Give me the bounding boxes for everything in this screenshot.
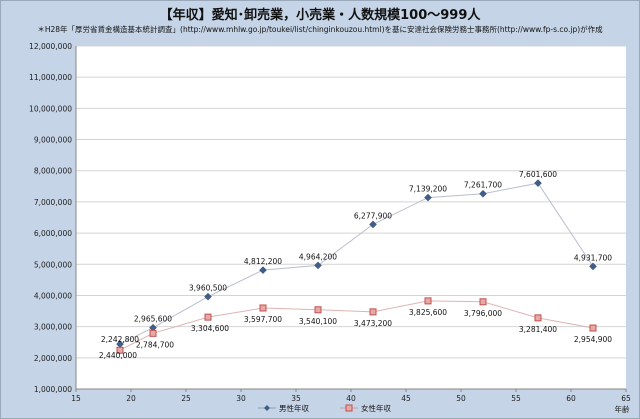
y-tick-label: 11,000,000 <box>29 73 72 82</box>
data-label: 3,825,600 <box>409 308 447 317</box>
data-point <box>534 314 542 322</box>
data-label: 6,277,900 <box>354 211 392 220</box>
y-tick-label: 2,000,000 <box>34 354 72 363</box>
data-point <box>369 308 377 316</box>
data-point <box>479 189 487 198</box>
legend: 男性年収 女性年収 <box>258 403 391 413</box>
data-point <box>204 292 212 301</box>
data-point <box>259 304 267 312</box>
data-point <box>314 306 322 314</box>
data-label: 4,931,700 <box>574 253 612 262</box>
x-tick-label: 55 <box>511 394 521 403</box>
data-label: 3,304,600 <box>191 324 229 333</box>
data-point <box>314 261 322 270</box>
y-tick-label: 7,000,000 <box>34 198 72 207</box>
y-tick-label: 10,000,000 <box>29 104 72 113</box>
x-tick-label: 30 <box>236 394 246 403</box>
x-tick-label: 45 <box>401 394 411 403</box>
x-tick-label: 65 <box>621 394 631 403</box>
y-tick-label: 9,000,000 <box>34 136 72 145</box>
data-point <box>589 324 597 332</box>
data-label: 2,440,000 <box>99 351 137 360</box>
data-label: 7,601,600 <box>519 170 557 179</box>
y-tick-label: 6,000,000 <box>34 229 72 238</box>
y-tick-label: 8,000,000 <box>34 167 72 176</box>
data-label: 2,242,800 <box>101 335 139 344</box>
data-point <box>424 193 432 202</box>
data-point <box>259 266 267 274</box>
x-tick-label: 20 <box>126 394 136 403</box>
data-point <box>479 298 487 306</box>
data-labels: 2,440,000 2,965,600 3,960,500 4,812,200 4,96… <box>99 170 612 360</box>
y-tick-label: 5,000,000 <box>34 260 72 269</box>
data-label: 4,812,200 <box>244 257 282 266</box>
x-axis-title: 年齢 <box>615 404 630 414</box>
data-label: 3,473,200 <box>354 319 392 328</box>
x-tick-label: 60 <box>566 394 576 403</box>
data-point <box>149 329 157 337</box>
legend-marker <box>345 404 353 412</box>
x-tick-label: 35 <box>291 394 301 403</box>
data-point <box>589 262 597 271</box>
plot-area <box>76 46 626 389</box>
y-tick-label: 3,000,000 <box>34 323 72 332</box>
legend-label: 女性年収 <box>361 403 391 413</box>
chart-subtitle: ＊H28年「厚労省賃金構造基本統計調査」(http://www.mhlw.go.… <box>37 25 603 34</box>
data-label: 3,540,100 <box>299 317 337 326</box>
data-label: 2,954,900 <box>574 335 612 344</box>
data-point <box>424 297 432 305</box>
series-line-female <box>119 300 594 351</box>
data-label: 3,281,400 <box>519 325 557 334</box>
axes: 1,000,000 2,000,000 3,000,000 4,000,000 5,00… <box>29 42 631 403</box>
series-layer <box>116 179 597 354</box>
series-line-male <box>119 182 594 345</box>
data-label: 7,261,700 <box>464 181 502 190</box>
data-label: 3,960,500 <box>189 284 227 293</box>
data-label: 4,964,200 <box>299 252 337 261</box>
data-label: 7,139,200 <box>409 185 447 194</box>
legend-marker <box>264 405 270 411</box>
data-point <box>369 220 377 229</box>
data-point <box>534 179 542 188</box>
x-tick-label: 25 <box>181 394 191 403</box>
data-point <box>116 346 124 354</box>
data-label: 3,597,700 <box>244 315 282 324</box>
chart-title: 【年収】愛知･卸売業，小売業・人数規模100～999人 <box>159 8 481 23</box>
data-point <box>204 313 212 321</box>
y-tick-label: 4,000,000 <box>34 291 72 300</box>
data-label: 2,965,600 <box>134 315 172 324</box>
x-tick-label: 50 <box>456 394 466 403</box>
data-label: 3,796,000 <box>464 309 502 318</box>
x-tick-label: 15 <box>71 394 81 403</box>
gridlines <box>76 45 626 390</box>
x-tick-label: 40 <box>346 394 356 403</box>
y-tick-label: 12,000,000 <box>29 42 72 51</box>
legend-label: 男性年収 <box>279 403 309 413</box>
data-label: 2,784,700 <box>136 340 174 349</box>
y-tick-label: 1,000,000 <box>34 385 72 394</box>
